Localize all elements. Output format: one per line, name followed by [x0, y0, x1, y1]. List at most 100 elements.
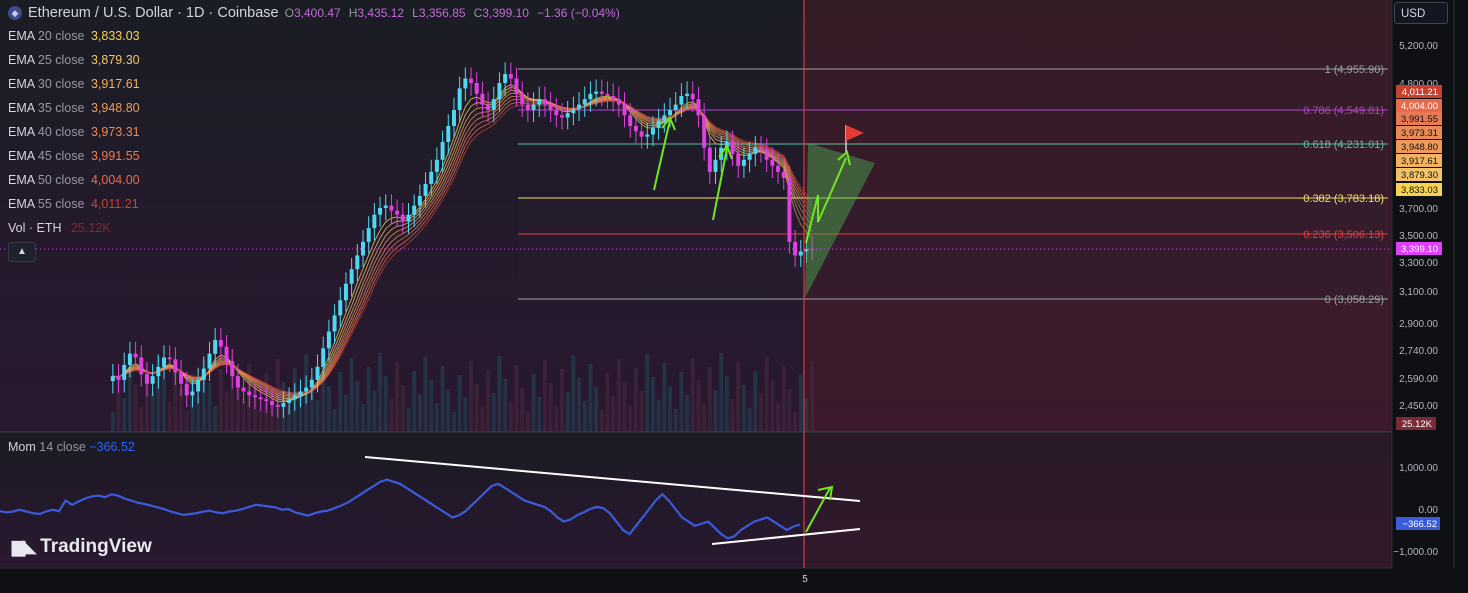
history-arrow-1[interactable]	[653, 119, 671, 191]
candle-body	[173, 359, 178, 373]
candle-body	[315, 366, 320, 380]
ohlc-values: O3,400.47 H3,435.12 L3,356.85 C3,399.10 …	[284, 6, 620, 20]
ema-legend-row[interactable]: EMA 30 close 3,917.61	[8, 77, 140, 91]
ema-legend-row[interactable]: EMA 55 close 4,011.21	[8, 197, 139, 211]
ema-price-tag	[1396, 154, 1442, 167]
candle-body	[497, 83, 502, 100]
momentum-last-tag-label: −366.52	[1402, 519, 1437, 530]
volume-bar	[582, 401, 587, 432]
projection-arrow[interactable]	[805, 157, 847, 244]
momentum-series	[0, 478, 801, 540]
candle-body	[383, 205, 388, 208]
drawings[interactable]	[364, 116, 875, 545]
volume-bar	[162, 379, 167, 432]
ema-legend-row[interactable]: EMA 40 close 3,973.31	[8, 125, 140, 139]
volume-bar	[372, 390, 377, 432]
momentum-tick-label: −1,000.00	[1393, 547, 1438, 558]
candle-body	[144, 374, 149, 384]
ema-legend-row[interactable]: EMA 50 close 4,004.00	[8, 173, 140, 187]
ema-legend-row[interactable]: EMA 35 close 3,948.80	[8, 101, 140, 115]
volume-bar	[440, 366, 445, 432]
ascending-trendline[interactable]	[711, 528, 861, 545]
arrow-head	[718, 143, 733, 160]
volume-bar	[133, 384, 138, 432]
ema-legend-row[interactable]: EMA 45 close 3,991.55	[8, 149, 140, 163]
candle-body	[110, 376, 115, 382]
ema-price-tag-label: 4,004.00	[1401, 101, 1438, 112]
volume-bar	[395, 362, 400, 432]
volume-bar	[378, 353, 383, 432]
volume-bar	[622, 382, 627, 432]
ema-legend-row[interactable]: EMA 25 close 3,879.30	[8, 53, 140, 67]
volume-legend-row[interactable]: Vol · ETH 25.12K	[8, 221, 111, 235]
momentum-legend[interactable]: Mom 14 close −366.52	[8, 440, 135, 454]
volume-bar	[753, 371, 758, 432]
volume-bar	[719, 353, 724, 432]
candle-body	[548, 104, 553, 110]
ema-line	[112, 83, 813, 403]
volume-bar	[696, 381, 701, 432]
volume-bar	[633, 368, 638, 432]
candle-body	[696, 99, 701, 116]
candle-body	[656, 120, 661, 129]
candle-body	[309, 379, 314, 388]
symbol-title[interactable]: Ethereum / U.S. Dollar · 1D · Coinbase	[28, 5, 279, 21]
volume-bar	[736, 362, 741, 432]
fib-level-label: 0.236 (3,506.13)	[1303, 229, 1384, 241]
volume-bar	[639, 391, 644, 432]
ema-price-tag-label: 3,973.31	[1401, 128, 1438, 139]
candle-body	[207, 353, 212, 369]
chevron-up-icon: ▲	[17, 246, 27, 257]
collapse-legend-button[interactable]: ▲	[8, 242, 36, 262]
arrow-head	[661, 116, 676, 131]
candle-body	[446, 125, 451, 142]
candle-body	[139, 357, 144, 375]
candle-body	[622, 104, 627, 116]
volume-bar	[207, 383, 212, 432]
ema-price-tag-label: 3,917.61	[1401, 156, 1438, 167]
volume-bar	[258, 410, 263, 432]
candle-body	[804, 248, 809, 252]
volume-bar	[457, 375, 462, 432]
volume-bar	[525, 411, 530, 432]
candles[interactable]	[110, 62, 815, 418]
volume-bar	[758, 394, 763, 432]
volume-bar	[139, 407, 144, 432]
volume-bar	[213, 406, 218, 432]
ema-legend-row[interactable]: EMA 20 close 3,833.03	[8, 29, 140, 43]
volume-bar	[224, 392, 229, 432]
tradingview-logo: ▆◣ TradingView	[12, 536, 152, 558]
volume-bar	[656, 400, 661, 432]
volume-bar	[315, 400, 320, 432]
candle-body	[758, 147, 763, 151]
volume-bar	[707, 367, 712, 432]
volume-bar	[383, 376, 388, 432]
candle-body	[298, 391, 303, 396]
candle-body	[247, 391, 252, 396]
volume-bar	[361, 404, 365, 432]
volume-bar	[793, 412, 798, 432]
candle-body	[662, 115, 667, 121]
ema-price-tag	[1396, 112, 1442, 125]
ema-ribbon	[112, 83, 813, 403]
candle-body	[378, 208, 383, 215]
volume-bar	[588, 364, 593, 432]
price-legend: ◆ Ethereum / U.S. Dollar · 1D · Coinbase…	[8, 4, 624, 262]
candle-body	[127, 353, 132, 365]
fib-level-label: 0 (3,058.29)	[1325, 294, 1384, 306]
projection-triangle[interactable]	[805, 143, 875, 298]
arrow-head	[817, 485, 834, 501]
fib-level-label: 0.618 (4,231.01)	[1303, 139, 1384, 151]
volume-bar	[531, 374, 536, 432]
descending-trendline[interactable]	[364, 456, 861, 502]
candle-body	[287, 399, 292, 404]
volume-bar	[406, 408, 411, 432]
currency-button[interactable]: USD	[1394, 2, 1448, 24]
volume-bar	[741, 385, 746, 432]
momentum-arrow[interactable]	[805, 487, 831, 533]
symbol-title-row[interactable]: ◆ Ethereum / U.S. Dollar · 1D · Coinbase…	[8, 4, 624, 22]
price-scale-bg[interactable]	[1392, 0, 1468, 593]
history-arrow-2[interactable]	[712, 147, 728, 221]
volume-bar	[400, 385, 405, 432]
